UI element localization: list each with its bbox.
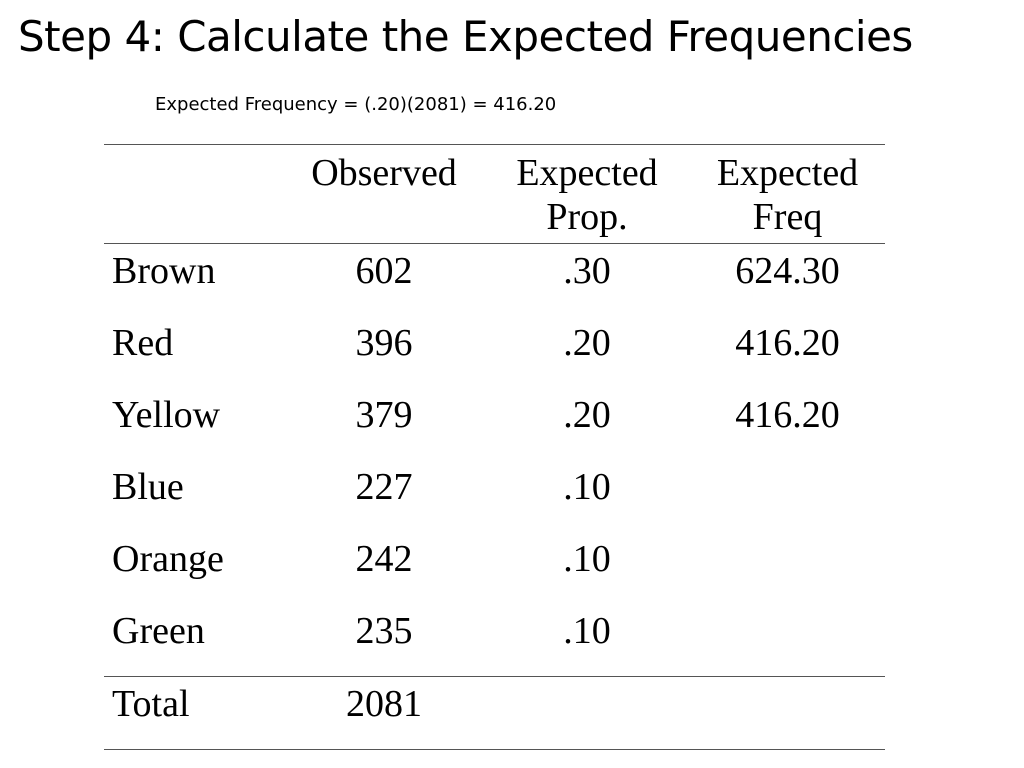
total-observed-cell: 2081 bbox=[346, 683, 422, 725]
table-row: Blue 227 .10 bbox=[104, 460, 885, 532]
expected-prop-cell: .10 bbox=[563, 466, 611, 508]
frequency-table-container: Observed Expected Prop. Expected Freq Br… bbox=[104, 144, 885, 750]
header-expected-prop: Expected Prop. bbox=[484, 145, 690, 244]
header-expected-freq-line2: Freq bbox=[752, 196, 823, 238]
expected-freq-cell bbox=[690, 604, 885, 677]
table-header: Observed Expected Prop. Expected Freq bbox=[104, 144, 885, 244]
expected-freq-cell: 624.30 bbox=[735, 250, 840, 292]
row-label: Brown bbox=[112, 250, 216, 292]
header-expected-prop-line2: Prop. bbox=[546, 196, 628, 238]
total-expected-prop-cell bbox=[484, 677, 690, 750]
header-observed: Observed bbox=[311, 152, 457, 194]
slide-title: Step 4: Calculate the Expected Frequenci… bbox=[18, 12, 913, 61]
expected-prop-cell: .20 bbox=[563, 322, 611, 364]
row-label: Yellow bbox=[112, 394, 221, 436]
formula-text: Expected Frequency = (.20)(2081) = 416.2… bbox=[155, 94, 557, 115]
total-row: Total 2081 bbox=[104, 676, 885, 750]
table-row: Green 235 .10 bbox=[104, 604, 885, 677]
row-label: Green bbox=[112, 610, 205, 652]
observed-cell: 396 bbox=[355, 322, 413, 364]
expected-freq-cell bbox=[690, 532, 885, 604]
row-label: Red bbox=[112, 322, 174, 364]
observed-cell: 242 bbox=[355, 538, 413, 580]
expected-freq-cell bbox=[690, 460, 885, 532]
frequency-table: Observed Expected Prop. Expected Freq Br… bbox=[104, 144, 885, 750]
expected-prop-cell: .20 bbox=[563, 394, 611, 436]
header-expected-freq-line1: Expected bbox=[716, 152, 859, 194]
header-expected-prop-line1: Expected bbox=[516, 152, 658, 194]
row-label: Orange bbox=[112, 538, 224, 580]
observed-cell: 235 bbox=[355, 610, 413, 652]
table-row: Red 396 .20 416.20 bbox=[104, 316, 885, 388]
table-row: Yellow 379 .20 416.20 bbox=[104, 388, 885, 460]
observed-cell: 379 bbox=[355, 394, 413, 436]
table-body: Brown 602 .30 624.30 Red 396 .20 416.20 … bbox=[104, 244, 885, 677]
expected-prop-cell: .10 bbox=[563, 610, 611, 652]
expected-freq-cell: 416.20 bbox=[735, 322, 840, 364]
total-label: Total bbox=[112, 683, 190, 725]
expected-prop-cell: .30 bbox=[563, 250, 611, 292]
expected-freq-cell: 416.20 bbox=[735, 394, 840, 436]
total-expected-freq-cell bbox=[690, 677, 885, 750]
table-row: Orange 242 .10 bbox=[104, 532, 885, 604]
table-footer: Total 2081 bbox=[104, 676, 885, 750]
row-label: Blue bbox=[112, 466, 184, 508]
header-row: Observed Expected Prop. Expected Freq bbox=[104, 144, 885, 244]
observed-cell: 602 bbox=[355, 250, 413, 292]
header-label bbox=[104, 145, 284, 244]
header-expected-freq: Expected Freq bbox=[690, 145, 885, 244]
table-row: Brown 602 .30 624.30 bbox=[104, 244, 885, 317]
observed-cell: 227 bbox=[355, 466, 413, 508]
expected-prop-cell: .10 bbox=[563, 538, 611, 580]
